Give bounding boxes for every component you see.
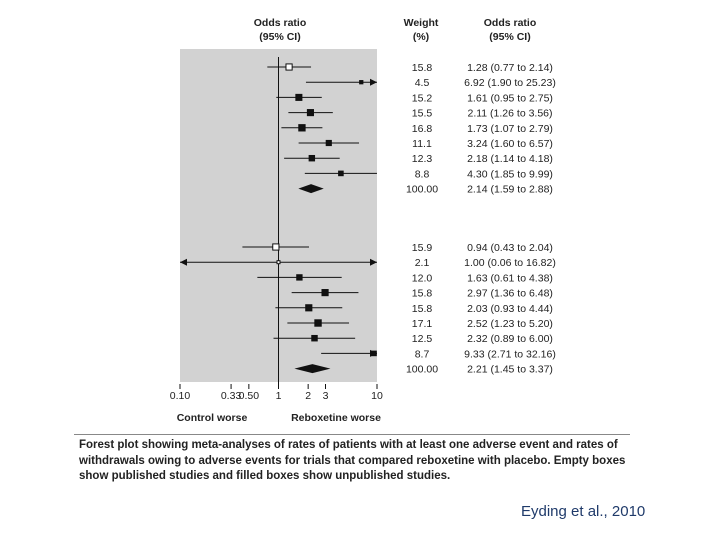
weight-value-0-5: 11.1 <box>412 138 432 150</box>
weight-value-0-1: 4.5 <box>415 77 430 89</box>
or-ci-value-1-3: 2.97 (1.36 to 6.48) <box>467 288 553 300</box>
or-ci-value-0-5: 3.24 (1.60 to 6.57) <box>467 138 553 150</box>
ci-arrow-left-1-1 <box>180 258 187 266</box>
weight-value-0-2: 15.2 <box>412 92 433 104</box>
unpublished-study-box-1-3 <box>321 289 329 297</box>
weight-value-1-2: 12.0 <box>412 272 433 284</box>
x-tick-label-4: 2 <box>305 390 311 402</box>
or-ci-value-1-5: 2.52 (1.23 to 5.20) <box>467 318 553 330</box>
unpublished-study-box-1-4 <box>305 304 313 312</box>
unpublished-study-box-1-7 <box>371 350 377 357</box>
x-label-control-worse: Control worse <box>177 412 248 424</box>
header-or-right-line1: Odds ratio <box>484 17 537 29</box>
published-study-box-0-0 <box>285 63 293 71</box>
x-tick-label-0: 0.10 <box>170 390 191 402</box>
weight-value-0-0: 15.8 <box>412 62 433 74</box>
x-tick-label-3: 1 <box>276 390 282 402</box>
or-ci-value-1-4: 2.03 (0.93 to 4.44) <box>467 303 553 315</box>
pooled-diamond-1 <box>294 364 331 374</box>
or-ci-value-0-1: 6.92 (1.90 to 25.23) <box>464 77 556 89</box>
figure-caption: Forest plot showing meta-analyses of rat… <box>79 439 626 482</box>
unpublished-study-box-0-5 <box>325 139 332 147</box>
citation-credit: Eyding et al., 2010 <box>521 503 646 520</box>
header-or-left-line2: (95% CI) <box>259 31 300 43</box>
weight-value-1-6: 12.5 <box>412 333 433 345</box>
x-label-reboxetine-worse: Reboxetine worse <box>291 412 381 424</box>
total-weight-0: 100.00 <box>406 184 438 196</box>
unpublished-study-box-0-6 <box>308 154 316 162</box>
or-ci-value-0-2: 1.61 (0.95 to 2.75) <box>467 92 553 104</box>
ci-arrow-right-1-1 <box>370 258 377 266</box>
weight-value-0-6: 12.3 <box>412 153 433 165</box>
total-weight-1: 100.00 <box>406 364 438 376</box>
pooled-diamond-0 <box>298 184 324 194</box>
weight-value-0-3: 15.5 <box>412 108 433 120</box>
unpublished-study-box-1-6 <box>311 334 318 342</box>
or-ci-value-1-1: 1.00 (0.06 to 16.82) <box>464 257 556 269</box>
or-ci-value-0-4: 1.73 (1.07 to 2.79) <box>467 123 553 135</box>
weight-value-1-0: 15.9 <box>412 242 433 254</box>
or-ci-value-1-6: 2.32 (0.89 to 6.00) <box>467 333 553 345</box>
weight-value-1-4: 15.8 <box>412 303 433 315</box>
published-study-box-1-1 <box>276 260 281 265</box>
unpublished-study-box-0-7 <box>338 170 344 177</box>
ci-arrow-right-0-1 <box>370 78 377 86</box>
weight-value-1-1: 2.1 <box>415 257 430 269</box>
or-ci-value-1-2: 1.63 (0.61 to 4.38) <box>467 272 553 284</box>
or-ci-value-1-7: 9.33 (2.71 to 32.16) <box>464 348 556 360</box>
total-or-ci-1: 2.21 (1.45 to 3.37) <box>467 364 553 376</box>
total-or-ci-0: 2.14 (1.59 to 2.88) <box>467 184 553 196</box>
unpublished-study-box-0-2 <box>295 93 303 101</box>
or-ci-value-0-0: 1.28 (0.77 to 2.14) <box>467 62 553 74</box>
or-ci-value-1-0: 0.94 (0.43 to 2.04) <box>467 242 553 254</box>
unpublished-study-box-0-1 <box>359 80 364 85</box>
or-ci-value-0-6: 2.18 (1.14 to 4.18) <box>467 153 553 165</box>
unpublished-study-box-0-4 <box>298 124 306 132</box>
x-tick-label-5: 3 <box>323 390 329 402</box>
x-tick-label-6: 10 <box>371 390 383 402</box>
caption-divider <box>74 434 630 435</box>
header-or-right-line2: (95% CI) <box>489 31 530 43</box>
header-weight-line1: Weight <box>404 17 439 29</box>
header-or-left-line1: Odds ratio <box>254 17 307 29</box>
or-ci-value-0-7: 4.30 (1.85 to 9.99) <box>467 168 553 180</box>
unpublished-study-box-0-3 <box>306 109 314 117</box>
weight-value-0-7: 8.8 <box>415 168 430 180</box>
header-weight-line2: (%) <box>413 31 429 43</box>
forest-plot: Odds ratio (95% CI) Weight (%) Odds rati… <box>170 17 556 424</box>
weight-value-1-7: 8.7 <box>415 348 430 360</box>
unpublished-study-box-1-5 <box>314 319 322 327</box>
published-study-box-1-0 <box>272 243 280 251</box>
x-tick-label-2: 0.50 <box>239 390 260 402</box>
or-ci-value-0-3: 2.11 (1.26 to 3.56) <box>467 108 552 120</box>
weight-value-0-4: 16.8 <box>412 123 433 135</box>
weight-value-1-5: 17.1 <box>412 318 433 330</box>
unpublished-study-box-1-2 <box>296 274 303 281</box>
weight-value-1-3: 15.8 <box>412 288 433 300</box>
x-tick-label-1: 0.33 <box>221 390 242 402</box>
